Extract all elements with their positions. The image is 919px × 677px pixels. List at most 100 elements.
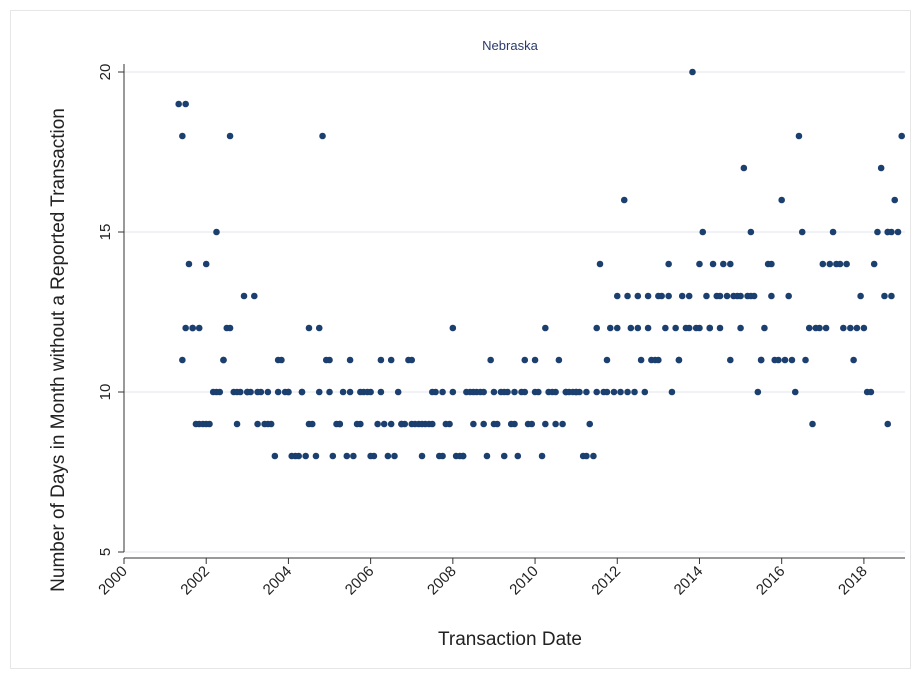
data-point bbox=[418, 420, 426, 428]
data-point bbox=[542, 420, 549, 428]
data-point bbox=[449, 388, 457, 396]
data-point bbox=[428, 388, 436, 396]
data-point bbox=[778, 196, 785, 204]
data-point bbox=[747, 228, 755, 236]
data-point bbox=[716, 292, 724, 300]
x-tick-label: 2010 bbox=[506, 563, 542, 599]
data-point bbox=[617, 388, 624, 396]
data-point bbox=[189, 324, 196, 332]
x-tick-label: 2008 bbox=[424, 563, 460, 599]
data-point bbox=[357, 420, 364, 428]
data-point bbox=[226, 132, 234, 140]
data-point bbox=[706, 324, 714, 332]
data-point bbox=[521, 388, 529, 396]
data-point bbox=[326, 388, 333, 396]
data-point bbox=[298, 388, 306, 396]
data-point bbox=[709, 260, 717, 268]
data-point bbox=[346, 356, 354, 364]
data-point bbox=[768, 292, 775, 300]
x-tick-label: 2018 bbox=[835, 563, 871, 599]
data-point bbox=[655, 292, 662, 300]
data-point bbox=[418, 452, 426, 460]
data-point bbox=[182, 324, 189, 332]
data-point bbox=[829, 228, 837, 236]
data-point bbox=[480, 420, 487, 428]
data-point bbox=[500, 452, 508, 460]
data-point bbox=[888, 292, 895, 300]
data-point bbox=[665, 260, 672, 268]
data-point bbox=[487, 356, 494, 364]
data-point bbox=[552, 388, 559, 396]
data-point bbox=[312, 452, 320, 460]
data-point bbox=[490, 420, 498, 428]
data-point bbox=[343, 452, 351, 460]
data-point bbox=[620, 196, 628, 204]
data-point bbox=[254, 420, 261, 428]
data-point bbox=[237, 388, 244, 396]
data-point bbox=[631, 388, 638, 396]
gridlines bbox=[124, 71, 905, 553]
y-tick-label: 15 bbox=[97, 224, 114, 241]
data-point bbox=[798, 228, 806, 236]
data-point bbox=[439, 388, 446, 396]
data-point bbox=[285, 388, 292, 396]
data-point bbox=[380, 420, 388, 428]
x-tick-label: 2012 bbox=[588, 563, 624, 599]
data-point bbox=[822, 324, 830, 332]
data-point bbox=[357, 388, 364, 396]
data-point bbox=[535, 388, 542, 396]
data-point bbox=[583, 388, 590, 396]
data-point bbox=[490, 388, 498, 396]
data-point bbox=[428, 420, 436, 428]
data-point bbox=[384, 452, 392, 460]
data-point bbox=[884, 228, 892, 236]
data-point bbox=[367, 452, 374, 460]
chart-title: Nebraska bbox=[482, 38, 538, 53]
y-tick-label: 10 bbox=[97, 384, 114, 401]
data-point bbox=[583, 452, 590, 460]
data-point bbox=[195, 324, 203, 332]
data-point bbox=[675, 356, 683, 364]
data-point bbox=[315, 388, 323, 396]
data-point bbox=[315, 324, 323, 332]
data-point bbox=[264, 420, 272, 428]
data-point bbox=[531, 356, 539, 364]
data-point bbox=[394, 388, 402, 396]
data-point bbox=[672, 324, 679, 332]
data-point bbox=[847, 324, 854, 332]
data-point bbox=[206, 420, 213, 428]
data-point bbox=[860, 324, 868, 332]
data-point bbox=[644, 324, 652, 332]
data-point bbox=[226, 324, 234, 332]
data-point bbox=[336, 420, 344, 428]
data-point bbox=[877, 164, 885, 172]
data-point bbox=[898, 132, 906, 140]
data-point bbox=[528, 420, 536, 428]
data-point bbox=[768, 260, 775, 268]
data-point bbox=[480, 388, 487, 396]
data-point bbox=[271, 452, 279, 460]
data-point bbox=[538, 452, 546, 460]
data-point bbox=[737, 292, 744, 300]
data-point bbox=[542, 324, 549, 332]
data-point bbox=[387, 420, 395, 428]
x-tick-label: 2000 bbox=[95, 563, 131, 599]
data-point bbox=[514, 452, 522, 460]
x-tick-label: 2014 bbox=[671, 563, 707, 599]
data-point bbox=[826, 260, 834, 268]
data-point bbox=[278, 356, 285, 364]
data-point bbox=[339, 388, 347, 396]
data-point bbox=[685, 324, 693, 332]
data-point bbox=[326, 356, 333, 364]
data-point bbox=[757, 356, 765, 364]
data-point bbox=[843, 260, 850, 268]
data-point bbox=[857, 292, 864, 300]
data-point bbox=[559, 420, 566, 428]
data-point bbox=[593, 324, 601, 332]
data-point bbox=[233, 420, 241, 428]
data-point bbox=[264, 388, 272, 396]
data-point bbox=[202, 260, 210, 268]
data-point bbox=[881, 292, 888, 300]
data-point bbox=[175, 100, 182, 108]
